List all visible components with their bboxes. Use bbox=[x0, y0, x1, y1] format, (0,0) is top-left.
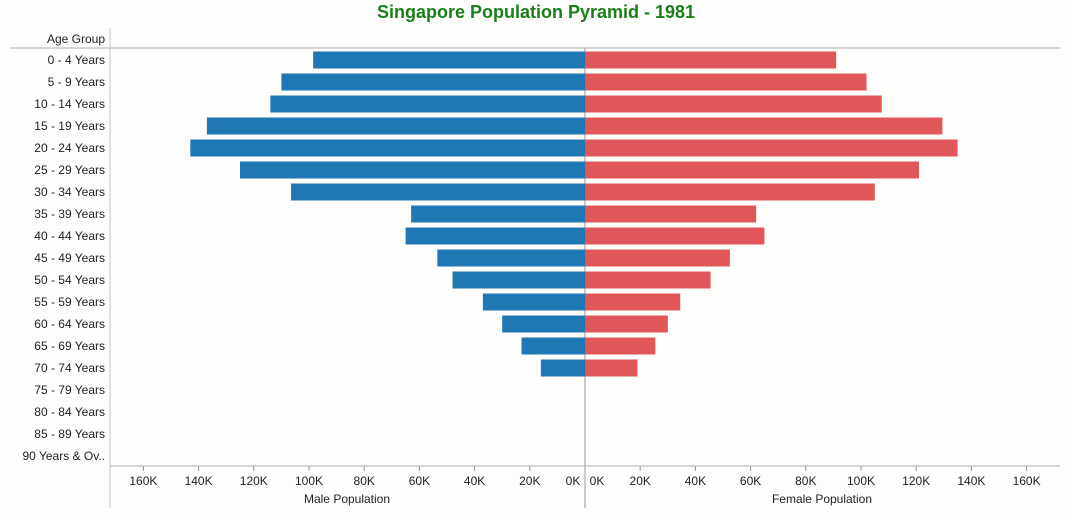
tick-label: 120K bbox=[240, 474, 268, 488]
female-bar bbox=[585, 73, 867, 91]
category-label: 15 - 19 Years bbox=[34, 119, 105, 133]
tick-label: 160K bbox=[129, 474, 157, 488]
male-bar bbox=[521, 337, 585, 355]
male-bar bbox=[502, 315, 585, 333]
category-label: 0 - 4 Years bbox=[48, 53, 105, 67]
category-label: 10 - 14 Years bbox=[34, 97, 105, 111]
category-label: 30 - 34 Years bbox=[34, 185, 105, 199]
male-bar bbox=[540, 359, 585, 377]
female-bar bbox=[585, 293, 681, 311]
category-label: 60 - 64 Years bbox=[34, 317, 105, 331]
female-bar bbox=[585, 337, 656, 355]
tick-label: 140K bbox=[185, 474, 213, 488]
female-bar bbox=[585, 205, 757, 223]
category-label: 20 - 24 Years bbox=[34, 141, 105, 155]
tick-label: 80K bbox=[795, 474, 816, 488]
category-label: 90 Years & Ov.. bbox=[23, 449, 106, 463]
category-label: 5 - 9 Years bbox=[48, 75, 105, 89]
chart-title: Singapore Population Pyramid - 1981 bbox=[376, 2, 696, 22]
category-label: 80 - 84 Years bbox=[34, 405, 105, 419]
female-bar bbox=[585, 227, 765, 245]
category-label: 85 - 89 Years bbox=[34, 427, 105, 441]
female-bar bbox=[585, 139, 958, 157]
male-bar bbox=[452, 271, 585, 289]
x-axis-title-female: Female Population bbox=[772, 492, 872, 506]
male-bar bbox=[405, 227, 585, 245]
tick-label: 60K bbox=[409, 474, 430, 488]
category-label: 50 - 54 Years bbox=[34, 273, 105, 287]
category-label: 25 - 29 Years bbox=[34, 163, 105, 177]
category-label: 65 - 69 Years bbox=[34, 339, 105, 353]
female-bar bbox=[585, 315, 668, 333]
female-bar bbox=[585, 117, 943, 135]
tick-label: 20K bbox=[630, 474, 651, 488]
category-label: 55 - 59 Years bbox=[34, 295, 105, 309]
tick-label: 120K bbox=[902, 474, 930, 488]
row-header: Age Group bbox=[46, 32, 105, 46]
male-bar bbox=[281, 73, 585, 91]
category-label: 45 - 49 Years bbox=[34, 251, 105, 265]
x-axis-title-male: Male Population bbox=[304, 492, 390, 506]
category-label: 35 - 39 Years bbox=[34, 207, 105, 221]
tick-label: 80K bbox=[354, 474, 375, 488]
tick-label: 60K bbox=[740, 474, 761, 488]
category-label: 40 - 44 Years bbox=[34, 229, 105, 243]
tick-label: 100K bbox=[295, 474, 323, 488]
female-bar bbox=[585, 95, 882, 113]
male-bar bbox=[411, 205, 585, 223]
female-bar bbox=[585, 271, 711, 289]
female-bar bbox=[585, 161, 919, 179]
female-bar bbox=[585, 183, 875, 201]
tick-label: 160K bbox=[1013, 474, 1041, 488]
category-label: 75 - 79 Years bbox=[34, 383, 105, 397]
male-bar bbox=[313, 51, 585, 69]
tick-label: 100K bbox=[847, 474, 875, 488]
male-bar bbox=[190, 139, 585, 157]
tick-label: 20K bbox=[519, 474, 540, 488]
male-bar bbox=[240, 161, 585, 179]
tick-label: 140K bbox=[957, 474, 985, 488]
tick-label: 0K bbox=[590, 474, 605, 488]
tick-label: 40K bbox=[464, 474, 485, 488]
female-bar bbox=[585, 249, 730, 267]
category-label: 70 - 74 Years bbox=[34, 361, 105, 375]
male-bar bbox=[270, 95, 585, 113]
male-bar bbox=[482, 293, 585, 311]
male-bar bbox=[437, 249, 585, 267]
tick-label: 40K bbox=[685, 474, 706, 488]
female-bar bbox=[585, 359, 638, 377]
male-bar bbox=[206, 117, 585, 135]
female-bar bbox=[585, 51, 837, 69]
male-bar bbox=[291, 183, 585, 201]
tick-label: 0K bbox=[566, 474, 581, 488]
